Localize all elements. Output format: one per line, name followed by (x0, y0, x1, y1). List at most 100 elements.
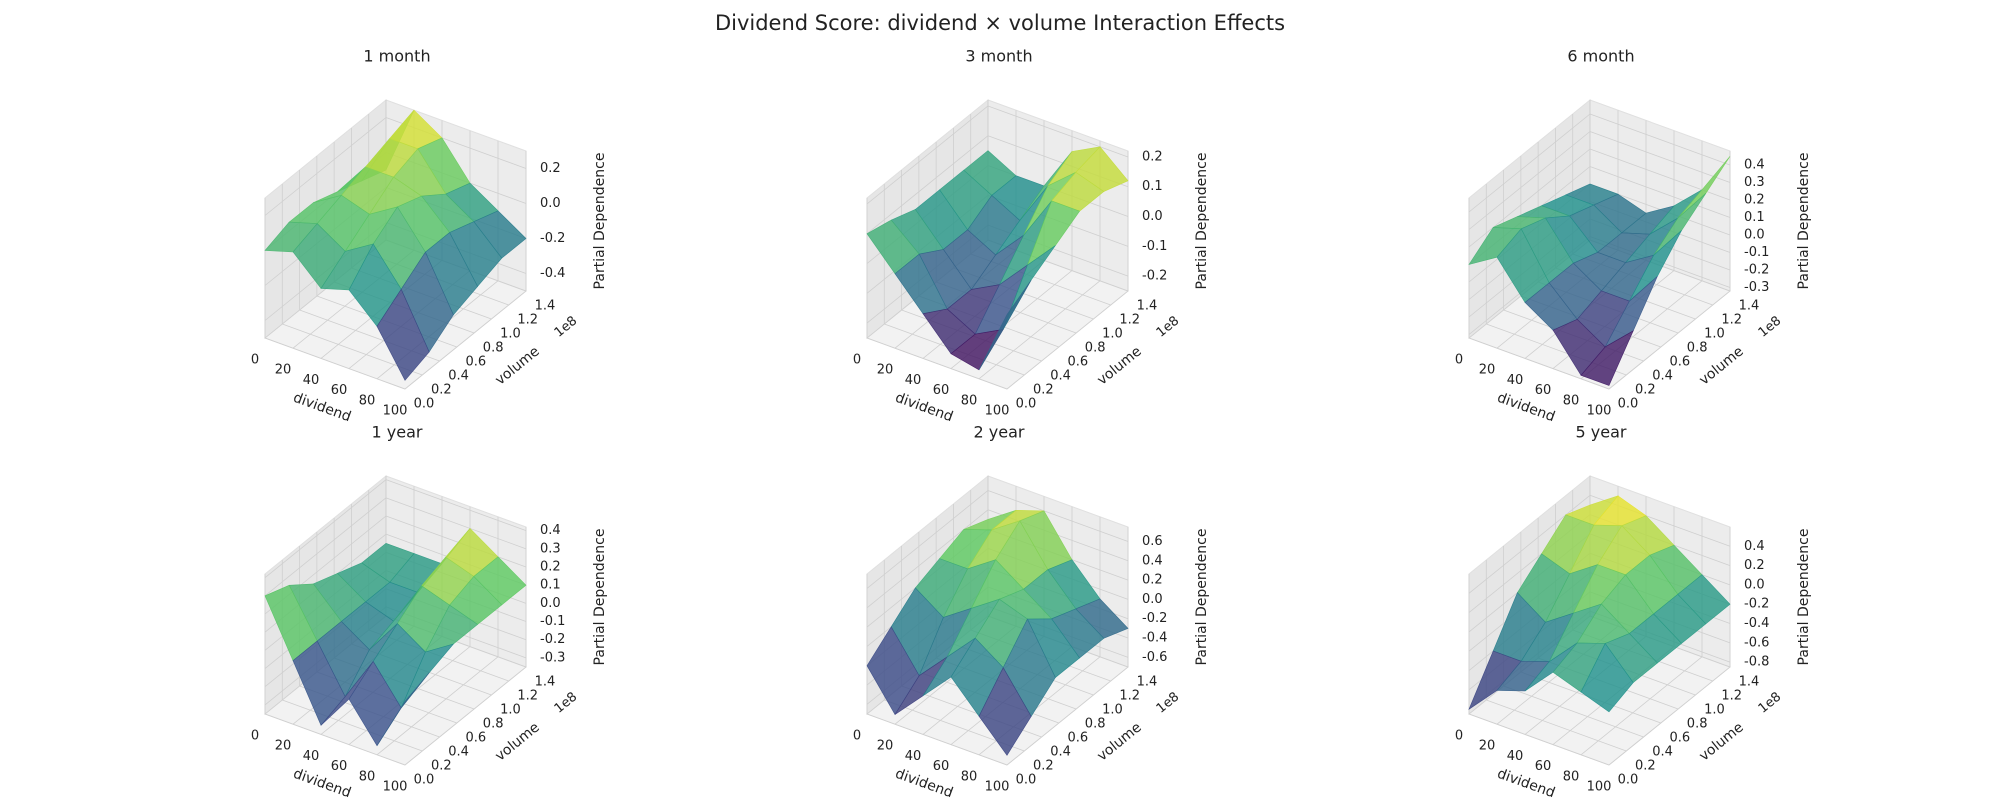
y-tick-label: 0.8 (1687, 717, 1708, 732)
x-tick-label: 100 (985, 404, 1010, 419)
z-tick-label: 0.1 (540, 578, 561, 593)
grid-line (1608, 666, 1731, 766)
z-tick-label: -0.1 (1142, 239, 1167, 254)
z-tick-label: -0.8 (1744, 655, 1769, 670)
y-tick-label: 0.6 (1068, 731, 1089, 746)
grid-line (1468, 113, 1591, 213)
z-tick-label: 0.2 (1142, 573, 1163, 588)
y-offset-label: 1e8 (1756, 689, 1785, 716)
grid-line (1589, 166, 1731, 218)
y-tick-label: 0.4 (1050, 745, 1071, 760)
x-tick-label: 40 (905, 373, 922, 388)
y-tick-label: 0.6 (466, 731, 487, 746)
x-tick-label: 20 (1479, 739, 1496, 754)
y-tick-label: 0.8 (1085, 341, 1106, 356)
z-tick-label: 0.2 (1744, 193, 1765, 208)
grid-line (1608, 290, 1731, 390)
grid-line (385, 497, 527, 550)
y-tick-label: 1.4 (1137, 299, 1158, 314)
y-tick-label: 1.4 (535, 675, 556, 690)
y-tick-label: 0.2 (1033, 383, 1054, 398)
z-tick-label: 0.0 (540, 196, 561, 211)
y-tick-label: 0.0 (1618, 773, 1639, 788)
grid-line (1589, 113, 1731, 166)
z-tick-label: -0.2 (1744, 263, 1769, 278)
grid-line (866, 490, 989, 589)
subplot-title: 1 year (372, 423, 423, 442)
subplot-title: 3 month (965, 47, 1032, 66)
x-tick-label: 100 (1587, 780, 1612, 795)
grid-line (1503, 685, 1644, 738)
x-tick-label: 0 (853, 353, 861, 368)
grid-line (264, 497, 387, 597)
x-tick-label: 60 (331, 759, 348, 774)
grid-line (376, 656, 499, 756)
y-tick-label: 1.2 (1721, 689, 1742, 704)
x-tick-label: 40 (303, 749, 320, 764)
z-tick-label: -0.4 (540, 266, 565, 281)
x-tick-label: 80 (961, 393, 978, 408)
y-tick-label: 0.6 (1670, 355, 1691, 370)
y-tick-label: 0.2 (1635, 759, 1656, 774)
z-tick-label: 0.6 (1142, 534, 1163, 549)
grid-line (1589, 131, 1731, 183)
x-tick-label: 0 (853, 729, 861, 744)
x-tick-label: 80 (359, 769, 376, 784)
y-tick-label: 0.8 (1085, 717, 1106, 732)
x-tick-label: 40 (905, 749, 922, 764)
x-tick-label: 0 (1455, 729, 1463, 744)
z-tick-label: -0.2 (1142, 611, 1167, 626)
y-tick-label: 0.0 (1618, 397, 1639, 412)
z-axis-label: Partial Dependence (1194, 153, 1210, 290)
z-tick-label: -0.1 (1744, 245, 1769, 260)
x-tick-label: 0 (1455, 353, 1463, 368)
y-tick-label: 1.0 (1102, 703, 1123, 718)
y-tick-label: 1.4 (1739, 299, 1760, 314)
grid-line (987, 105, 1129, 158)
y-tick-label: 0.8 (1687, 341, 1708, 356)
y-tick-label: 0.0 (414, 773, 435, 788)
y-tick-label: 1.2 (517, 689, 538, 704)
y-offset-label: 1e8 (552, 689, 581, 716)
y-tick-label: 1.2 (1721, 313, 1742, 328)
grid-line (264, 337, 406, 390)
grid-line (866, 713, 1008, 766)
x-tick-label: 60 (1535, 383, 1552, 398)
grid-line (987, 490, 1129, 542)
y-tick-label: 1.0 (500, 327, 521, 342)
x-tick-label: 100 (985, 780, 1010, 795)
y-tick-label: 0.4 (1652, 369, 1673, 384)
z-tick-label: 0.0 (1142, 592, 1163, 607)
surface-face (1580, 330, 1634, 386)
grid-line (404, 290, 527, 390)
x-tick-label: 100 (383, 404, 408, 419)
grid-line (1006, 666, 1129, 766)
z-tick-label: -0.2 (540, 632, 565, 647)
x-tick-label: 40 (1507, 749, 1524, 764)
y-tick-label: 1.0 (500, 703, 521, 718)
x-tick-label: 80 (1563, 769, 1580, 784)
y-tick-label: 0.2 (431, 759, 452, 774)
y-tick-label: 0.8 (483, 717, 504, 732)
x-tick-label: 100 (1587, 404, 1612, 419)
subplot-title: 5 year (1576, 423, 1627, 442)
y-tick-label: 0.4 (1050, 369, 1071, 384)
y-tick-label: 1.4 (1739, 675, 1760, 690)
z-tick-label: 0.2 (1744, 558, 1765, 573)
grid-line (1580, 656, 1703, 756)
y-tick-label: 1.2 (1119, 313, 1140, 328)
z-tick-label: -0.4 (1142, 631, 1167, 646)
z-tick-label: 0.2 (540, 161, 561, 176)
z-axis-label: Partial Dependence (1194, 529, 1210, 666)
y-tick-label: 1.4 (1137, 675, 1158, 690)
y-tick-label: 1.4 (535, 299, 556, 314)
y-tick-label: 0.2 (431, 383, 452, 398)
x-tick-label: 20 (275, 739, 292, 754)
surface-face (978, 279, 1032, 371)
subplot-title: 1 month (363, 47, 430, 66)
z-tick-label: -0.2 (540, 231, 565, 246)
z-tick-label: 0.0 (1744, 577, 1765, 592)
grid-line (385, 515, 527, 568)
z-tick-label: 0.1 (1142, 179, 1163, 194)
y-tick-label: 1.2 (517, 313, 538, 328)
